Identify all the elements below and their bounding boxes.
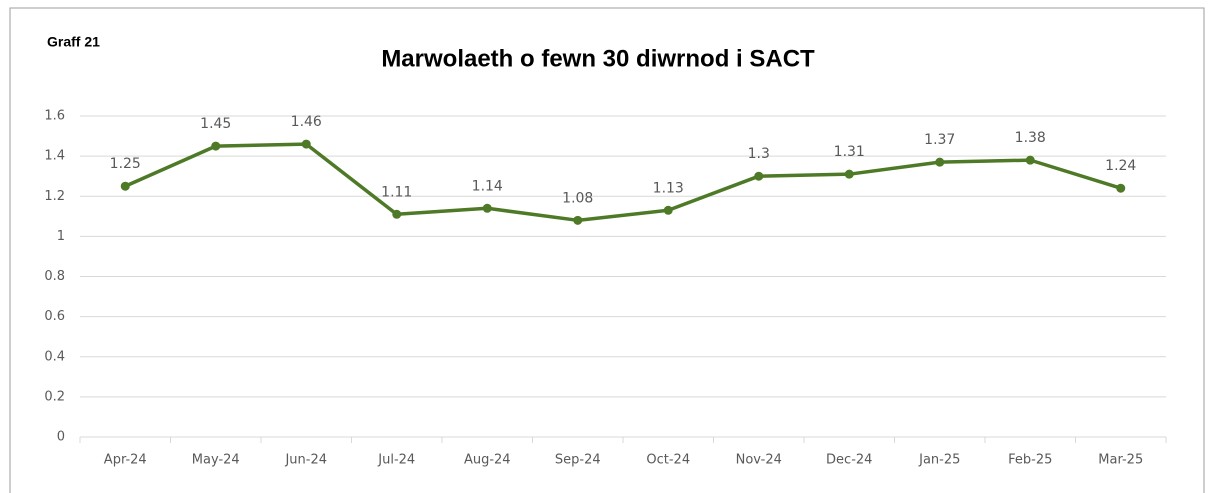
- x-tick-label: Mar-25: [1098, 453, 1143, 468]
- data-label: 1.3: [748, 146, 770, 162]
- marker: [935, 157, 945, 167]
- x-tick-label: Dec-24: [826, 453, 872, 468]
- y-tick-label: 0: [57, 430, 65, 445]
- x-tick-label: Feb-25: [1008, 453, 1052, 468]
- line: [124, 142, 1122, 223]
- data-label: 1.14: [472, 178, 503, 194]
- graph-label: Graff 21: [47, 34, 100, 50]
- data-label: 1.13: [653, 180, 684, 196]
- marker: [211, 141, 221, 151]
- y-tick-label: 1.2: [44, 189, 65, 204]
- data-label: 1.46: [291, 114, 322, 130]
- x-tick-label: Sep-24: [555, 453, 601, 468]
- marker: [663, 205, 673, 215]
- x-tick-label: May-24: [192, 453, 240, 468]
- x-tick-label: Nov-24: [736, 453, 782, 468]
- data-label: 1.11: [381, 184, 412, 200]
- chart-frame: [9, 7, 1205, 493]
- y-tick-label: 0.8: [44, 269, 65, 284]
- x-tick-label: Apr-24: [104, 453, 147, 468]
- marker: [1116, 183, 1126, 193]
- y-tick-label: 0.6: [44, 309, 65, 324]
- x-tick-label: Jan-25: [918, 453, 960, 468]
- x-tick-label: Oct-24: [646, 453, 690, 468]
- marker: [392, 209, 402, 219]
- data-label: 1.31: [834, 144, 865, 160]
- x-tick-label: Jul-24: [377, 453, 415, 468]
- chart-title: Marwolaeth o fewn 30 diwrnod i SACT: [381, 45, 815, 72]
- data-label: 1.24: [1105, 158, 1136, 174]
- data-label: 1.45: [200, 116, 231, 132]
- y-tick-label: 1: [57, 229, 65, 244]
- marker: [1025, 155, 1035, 165]
- data-label: 1.25: [110, 156, 141, 172]
- y-tick-label: 1.6: [44, 109, 65, 124]
- marker: [482, 203, 492, 213]
- marker: [301, 139, 311, 149]
- y-tick-label: 0.4: [44, 349, 65, 364]
- marker: [573, 215, 583, 225]
- y-tick-label: 0.2: [44, 389, 65, 404]
- marker: [120, 181, 130, 191]
- data-label: 1.37: [924, 132, 955, 148]
- data-label: 1.08: [562, 190, 593, 206]
- marker: [844, 169, 854, 179]
- x-tick-label: Aug-24: [464, 453, 511, 468]
- marker: [754, 171, 764, 181]
- x-tick-label: Jun-24: [284, 453, 327, 468]
- y-tick-label: 1.4: [44, 149, 65, 164]
- data-label: 1.38: [1015, 130, 1046, 146]
